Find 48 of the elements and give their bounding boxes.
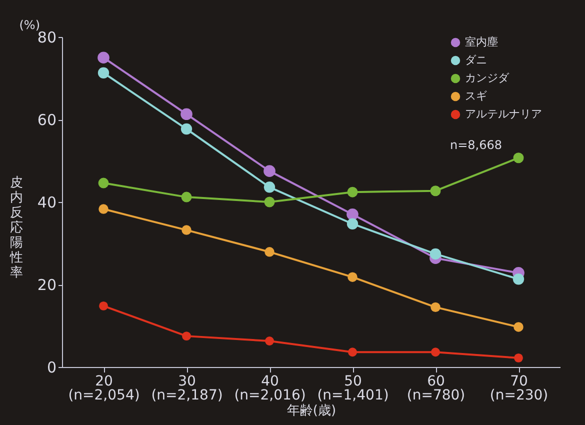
point xyxy=(98,204,108,214)
point xyxy=(348,348,357,357)
point xyxy=(430,186,441,196)
x-tick-label: 30 (n=2,187) xyxy=(151,374,223,404)
point xyxy=(514,353,523,362)
x-tick-label: 40 (n=2,016) xyxy=(234,374,306,404)
y-tick-label: 60 xyxy=(37,111,56,129)
point xyxy=(514,322,524,332)
legend-label: カンジダ xyxy=(465,72,510,84)
point xyxy=(264,182,276,193)
point xyxy=(265,336,274,346)
x-tick-label: 70 (n=230) xyxy=(490,374,548,404)
point xyxy=(98,178,109,188)
point xyxy=(181,192,192,202)
point xyxy=(98,52,110,64)
point xyxy=(430,302,440,312)
point xyxy=(98,67,110,78)
point xyxy=(182,225,192,235)
point xyxy=(180,108,192,120)
point xyxy=(264,165,276,177)
legend-label: ダニ xyxy=(465,54,487,66)
point xyxy=(430,248,442,260)
point xyxy=(348,272,358,282)
annotation: n=8,668 xyxy=(450,138,502,152)
text: (%) xyxy=(19,18,40,32)
point xyxy=(264,196,275,208)
x-tick-label: 50 (n=1,401) xyxy=(317,374,389,404)
y-axis-title: 皮内反応陽性率 xyxy=(9,176,23,280)
legend-label: スギ xyxy=(465,90,487,102)
y-tick-label: 20 xyxy=(37,276,56,294)
legend-label: アルテルナリア xyxy=(465,108,542,120)
y-tick-label: 0 xyxy=(46,358,56,376)
y-tick-label: 80 xyxy=(37,28,56,46)
point xyxy=(182,332,191,341)
y-tick-label: 40 xyxy=(37,194,56,212)
x-tick-label: 60 (n=780) xyxy=(406,374,466,404)
legend-label: 室内塵 xyxy=(465,36,498,48)
point xyxy=(431,348,440,357)
point xyxy=(347,186,358,198)
x-axis-title: 年齢(歳) xyxy=(286,404,336,418)
point xyxy=(180,123,192,135)
x-tick-label: 20 (n=2,054) xyxy=(68,374,140,404)
point xyxy=(512,274,524,285)
point xyxy=(346,208,358,220)
point xyxy=(264,247,274,257)
point xyxy=(513,152,524,164)
point xyxy=(99,301,108,310)
point xyxy=(346,218,358,230)
